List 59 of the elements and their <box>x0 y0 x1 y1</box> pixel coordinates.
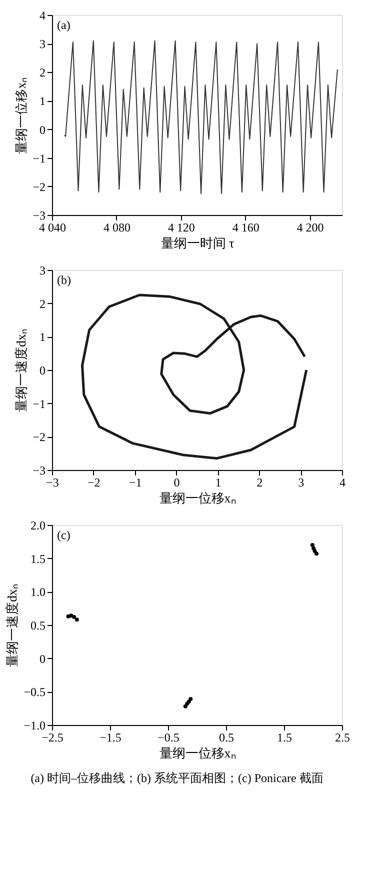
x-tick-label: −1.5 <box>100 730 122 744</box>
x-tick-label: −1 <box>128 476 142 490</box>
x-tick-label: 4 120 <box>168 220 195 234</box>
point <box>74 618 79 622</box>
y-tick-label: 3 <box>40 37 46 52</box>
x-axis-title: 量纲一位移xₙ <box>159 490 236 506</box>
y-tick-label: 3 <box>40 264 46 278</box>
x-tick-label: 2.5 <box>335 730 350 744</box>
line-series <box>64 40 338 194</box>
x-tick-label: 0.5 <box>219 730 234 744</box>
y-tick-label: 0 <box>40 122 46 137</box>
y-tick-label: −1.0 <box>24 718 46 732</box>
x-tick-label: 1.5 <box>277 730 292 744</box>
point <box>72 615 76 619</box>
y-tick-label: −3 <box>32 208 46 222</box>
y-tick-label: −2 <box>32 180 46 194</box>
x-tick-label: −2 <box>88 476 100 490</box>
point <box>69 614 74 618</box>
x-axis-title: 量纲一时间 τ <box>160 236 234 250</box>
x-tick-label: 3 <box>298 476 304 490</box>
text: (a) 时间–位移曲线；(b) 系统平面相图；(c) Ponicare 截面 <box>30 771 324 785</box>
point <box>183 704 188 708</box>
annotation: (c) <box>57 528 70 542</box>
y-tick-label: 2 <box>40 66 46 80</box>
x-axis-title: 量纲一位移xₙ <box>159 746 236 760</box>
y-tick-label: 4 <box>40 8 46 22</box>
y-tick-label: 0 <box>40 364 46 378</box>
x-tick-label: 1 <box>215 476 222 490</box>
x-tick-label: 4 040 <box>39 220 66 234</box>
line-series <box>80 294 308 460</box>
y-tick-label: −0.5 <box>24 685 46 700</box>
y-tick-label: −2 <box>32 430 46 444</box>
point <box>314 552 318 556</box>
x-tick-label: 4 <box>340 476 346 490</box>
y-tick-label: −1 <box>32 151 46 166</box>
x-tick-label: 0 <box>174 476 180 490</box>
y-tick-label: 1 <box>40 330 46 344</box>
point <box>310 543 314 547</box>
annotation: (b) <box>57 273 71 287</box>
y-tick-label: 0.5 <box>30 618 46 632</box>
x-tick-label: −0.5 <box>158 730 180 744</box>
y-tick-label: 2 <box>40 296 46 311</box>
point <box>312 549 317 553</box>
x-tick-label: 2 <box>256 476 263 490</box>
x-tick-label: 4 160 <box>232 220 260 234</box>
y-tick-label: 1.5 <box>30 552 46 566</box>
x-tick-label: 4 080 <box>103 220 130 234</box>
x-tick-label: 4 200 <box>296 220 324 234</box>
annotation: (a) <box>57 18 70 32</box>
y-tick-label: 0 <box>40 652 46 666</box>
y-axis-title: 量纲一位移xₙ <box>14 77 29 154</box>
y-tick-label: −1 <box>32 396 46 411</box>
x-tick-label: −2.5 <box>42 730 64 744</box>
y-tick-label: −3 <box>32 464 46 478</box>
y-tick-label: 2.0 <box>30 518 46 532</box>
y-tick-label: 1 <box>40 94 46 108</box>
y-axis-title: 量纲一速度dxₙ <box>14 329 29 412</box>
y-axis-title: 量纲一速度dxₙ <box>4 584 20 667</box>
y-tick-label: 1.0 <box>30 585 46 600</box>
